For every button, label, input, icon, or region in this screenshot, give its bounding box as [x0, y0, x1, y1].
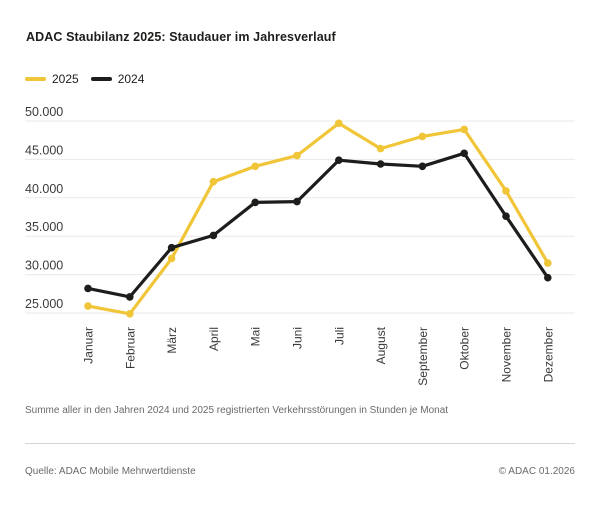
series-2024-point	[209, 231, 218, 240]
series-2025-point	[251, 162, 259, 171]
legend-swatch-2025	[25, 77, 46, 81]
series-2024-point	[293, 197, 301, 206]
y-tick-label: 50.000	[25, 105, 63, 119]
y-tick-label: 45.000	[25, 143, 63, 157]
line-chart: 25.000 30.000 35.000 40.000 45.000 50.000 Janu…	[25, 105, 575, 386]
legend-item-2024: 2024	[90, 72, 145, 86]
series-2025-point	[126, 310, 134, 318]
page-title: ADAC Staubilanz 2025: Staudauer im Jahre…	[26, 30, 336, 44]
copyright-text: © ADAC 01.2026	[498, 466, 575, 477]
x-tick-label: Juni	[291, 327, 305, 349]
legend-label-2025: 2025	[52, 72, 79, 86]
x-tick-label: Oktober	[458, 327, 472, 370]
x-tick-label: Mai	[249, 327, 263, 346]
y-tick-label: 40.000	[25, 182, 63, 196]
series-2025-point	[418, 132, 427, 141]
x-tick-label: Juli	[332, 327, 346, 345]
series-2025-point	[460, 125, 469, 134]
series-2025-point	[167, 254, 176, 263]
series-2024-point	[335, 156, 343, 164]
x-tick-label: März	[165, 327, 179, 354]
chart-footnote: Summe aller in den Jahren 2024 und 2025 …	[25, 405, 449, 416]
series-2024-line	[86, 151, 550, 299]
series-2025-point	[376, 144, 385, 153]
series-2024-point	[167, 243, 176, 252]
series-2024-point	[84, 284, 92, 293]
series-2024-point	[418, 162, 427, 171]
legend-swatch-2024	[90, 77, 112, 81]
x-tick-label: September	[416, 327, 430, 386]
series-2024-point	[126, 293, 134, 301]
divider	[25, 443, 575, 444]
series-2025-line	[86, 121, 550, 316]
chart-legend: 2025 2024	[25, 72, 144, 86]
x-tick-label: August	[374, 326, 388, 364]
legend-label-2024: 2024	[117, 72, 145, 86]
series-2025-point	[209, 177, 218, 186]
x-tick-label: Februar	[123, 327, 137, 369]
y-tick-label: 35.000	[25, 220, 63, 234]
series-2025-point	[335, 119, 343, 128]
y-tick-label: 25.000	[25, 297, 63, 311]
x-tick-label: Januar	[82, 327, 96, 364]
legend-item-2025: 2025	[25, 72, 79, 86]
x-tick-label: April	[207, 327, 221, 351]
series-2024-point	[544, 273, 552, 282]
series-2024-point	[460, 149, 469, 158]
x-tick-label: Dezember	[541, 327, 555, 382]
series-2025-point	[293, 151, 301, 160]
series-2025-point	[544, 259, 552, 267]
x-tick-label: November	[500, 327, 514, 382]
source-text: Quelle: ADAC Mobile Mehrwertdienste	[25, 466, 196, 477]
y-tick-label: 30.000	[25, 259, 63, 273]
series-2024-point	[376, 160, 385, 168]
series-2024-point	[251, 198, 259, 207]
series-2024-point	[502, 212, 510, 220]
series-2025-point	[84, 302, 92, 310]
series-2025-point	[502, 187, 510, 195]
